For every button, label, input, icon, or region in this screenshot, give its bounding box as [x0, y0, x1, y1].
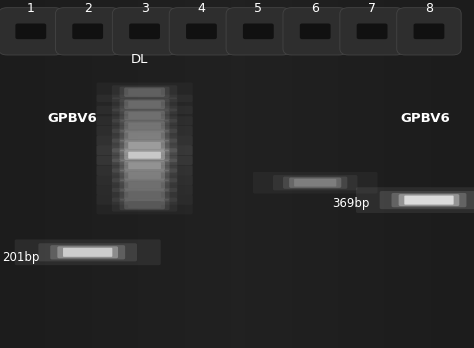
FancyBboxPatch shape	[119, 150, 170, 161]
FancyBboxPatch shape	[186, 23, 217, 39]
Text: 1: 1	[27, 2, 35, 15]
Text: 4: 4	[198, 2, 205, 15]
Text: 6: 6	[311, 2, 319, 15]
FancyBboxPatch shape	[119, 99, 170, 110]
FancyBboxPatch shape	[273, 175, 357, 190]
FancyBboxPatch shape	[119, 120, 170, 132]
FancyBboxPatch shape	[399, 194, 459, 206]
FancyBboxPatch shape	[300, 23, 331, 39]
FancyBboxPatch shape	[243, 23, 274, 39]
FancyBboxPatch shape	[128, 201, 161, 208]
FancyBboxPatch shape	[128, 182, 161, 189]
FancyBboxPatch shape	[124, 111, 165, 120]
FancyBboxPatch shape	[397, 8, 461, 55]
FancyBboxPatch shape	[124, 87, 165, 97]
FancyBboxPatch shape	[119, 87, 170, 98]
FancyBboxPatch shape	[119, 140, 170, 151]
FancyBboxPatch shape	[112, 168, 177, 182]
FancyBboxPatch shape	[128, 132, 161, 139]
Text: DL: DL	[130, 53, 148, 66]
FancyBboxPatch shape	[15, 23, 46, 39]
FancyBboxPatch shape	[0, 8, 63, 55]
Text: 369bp: 369bp	[332, 197, 369, 210]
FancyBboxPatch shape	[404, 196, 454, 205]
FancyBboxPatch shape	[119, 199, 170, 210]
FancyBboxPatch shape	[119, 130, 170, 141]
FancyBboxPatch shape	[128, 122, 161, 129]
FancyBboxPatch shape	[15, 239, 161, 265]
FancyBboxPatch shape	[289, 177, 341, 188]
FancyBboxPatch shape	[112, 129, 177, 143]
Text: GPBV6: GPBV6	[401, 112, 450, 125]
FancyBboxPatch shape	[380, 191, 474, 209]
FancyBboxPatch shape	[128, 101, 161, 108]
FancyBboxPatch shape	[124, 121, 165, 131]
FancyBboxPatch shape	[128, 152, 161, 159]
FancyBboxPatch shape	[124, 150, 165, 160]
Text: 8: 8	[425, 2, 433, 15]
FancyBboxPatch shape	[112, 8, 177, 55]
FancyBboxPatch shape	[128, 89, 161, 96]
FancyBboxPatch shape	[128, 172, 161, 179]
FancyBboxPatch shape	[124, 190, 165, 200]
FancyBboxPatch shape	[128, 142, 161, 149]
FancyBboxPatch shape	[112, 119, 177, 133]
FancyBboxPatch shape	[119, 170, 170, 181]
FancyBboxPatch shape	[63, 248, 112, 257]
Text: 3: 3	[141, 2, 148, 15]
FancyBboxPatch shape	[356, 187, 474, 213]
FancyBboxPatch shape	[112, 97, 177, 111]
FancyBboxPatch shape	[55, 8, 120, 55]
FancyBboxPatch shape	[169, 8, 234, 55]
FancyBboxPatch shape	[283, 8, 347, 55]
FancyBboxPatch shape	[128, 191, 161, 198]
Text: 2: 2	[84, 2, 91, 15]
FancyBboxPatch shape	[50, 245, 125, 260]
FancyBboxPatch shape	[119, 189, 170, 200]
FancyBboxPatch shape	[112, 178, 177, 192]
FancyBboxPatch shape	[129, 23, 160, 39]
FancyBboxPatch shape	[112, 159, 177, 173]
FancyBboxPatch shape	[340, 8, 404, 55]
Text: 7: 7	[368, 2, 376, 15]
FancyBboxPatch shape	[119, 110, 170, 121]
FancyBboxPatch shape	[124, 100, 165, 109]
FancyBboxPatch shape	[96, 145, 192, 165]
FancyBboxPatch shape	[392, 193, 466, 207]
FancyBboxPatch shape	[356, 23, 388, 39]
FancyBboxPatch shape	[119, 180, 170, 191]
FancyBboxPatch shape	[57, 246, 118, 258]
FancyBboxPatch shape	[128, 112, 161, 119]
FancyBboxPatch shape	[124, 141, 165, 150]
Text: 5: 5	[255, 2, 262, 15]
FancyBboxPatch shape	[124, 131, 165, 141]
FancyBboxPatch shape	[112, 148, 177, 162]
FancyBboxPatch shape	[124, 180, 165, 190]
FancyBboxPatch shape	[128, 162, 161, 169]
FancyBboxPatch shape	[226, 8, 291, 55]
FancyBboxPatch shape	[72, 23, 103, 39]
FancyBboxPatch shape	[294, 179, 336, 187]
FancyBboxPatch shape	[283, 177, 347, 189]
FancyBboxPatch shape	[413, 23, 444, 39]
FancyBboxPatch shape	[112, 139, 177, 152]
FancyBboxPatch shape	[124, 200, 165, 209]
Text: GPBV6: GPBV6	[47, 112, 97, 125]
FancyBboxPatch shape	[124, 171, 165, 180]
FancyBboxPatch shape	[124, 161, 165, 171]
FancyBboxPatch shape	[112, 109, 177, 122]
Text: 201bp: 201bp	[2, 251, 40, 264]
FancyBboxPatch shape	[119, 160, 170, 171]
FancyBboxPatch shape	[38, 243, 137, 261]
